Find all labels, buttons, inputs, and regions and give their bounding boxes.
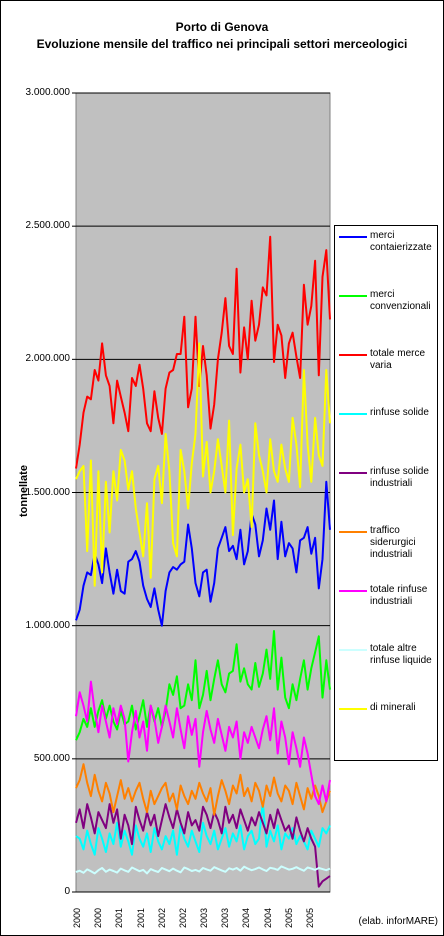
legend-label: merci contaierizzate [370,230,432,253]
y-tick-label: 2.500.000 [25,220,71,232]
legend-label: rinfuse solide industriali [370,466,429,489]
x-tick-label: 2002 [177,907,188,928]
credit-note: (elab. inforMARE) [358,916,438,927]
x-tick-label: 2003 [199,907,209,928]
series-line [75,763,331,816]
legend-swatch [339,649,367,651]
series-line [75,630,331,741]
y-tick-label: 0 [64,886,70,897]
legend-label: totale altre rinfuse liquide [370,643,432,666]
legend-label: di minerali [370,702,416,713]
legend: merci contaierizzate merci convenzionali t… [334,225,438,761]
x-tick-label: 2002 [156,907,167,928]
x-tick-label: 2000 [93,907,104,928]
x-tick-label: 2005 [283,907,294,928]
x-tick-label: 2003 [220,907,231,928]
series-line [75,865,331,875]
x-tick-label: 2004 [262,907,273,928]
legend-label: totale rinfuse industriali [370,584,428,607]
series-line [75,680,331,806]
legend-swatch [339,531,367,533]
legend-label: rinfuse solide [370,407,429,418]
y-tick-label: 2.000.000 [25,353,71,365]
legend-label: traffico siderurgici industriali [370,525,416,560]
chart-subtitle: Evoluzione mensile del traffico nei prin… [36,37,408,51]
legend-swatch [339,708,367,710]
y-tick-label: 3.000.000 [25,87,71,98]
series-line [75,342,331,587]
x-tick-label: 2001 [135,907,146,928]
x-tick-label: 2004 [241,907,252,928]
y-tick-label: 1.500.000 [25,486,71,498]
series-line [75,480,331,627]
legend-swatch [339,590,367,592]
legend-label: merci convenzionali [370,289,431,312]
legend-swatch [339,236,367,238]
x-tick-label: 2000 [72,907,82,928]
series-line [75,800,331,856]
x-tick-label: 2005 [304,907,315,928]
y-tick-label: 500.000 [33,752,70,764]
y-tick-label: 1.000.000 [25,619,71,631]
legend-swatch [339,413,367,415]
series-line [75,803,331,888]
legend-swatch [339,354,367,356]
legend-swatch [339,295,367,297]
x-tick-label: 2001 [114,907,125,928]
chart-title: Porto di Genova [175,20,269,34]
legend-swatch [339,472,367,474]
legend-label: totale merce varia [370,348,426,371]
series-line [75,235,331,469]
